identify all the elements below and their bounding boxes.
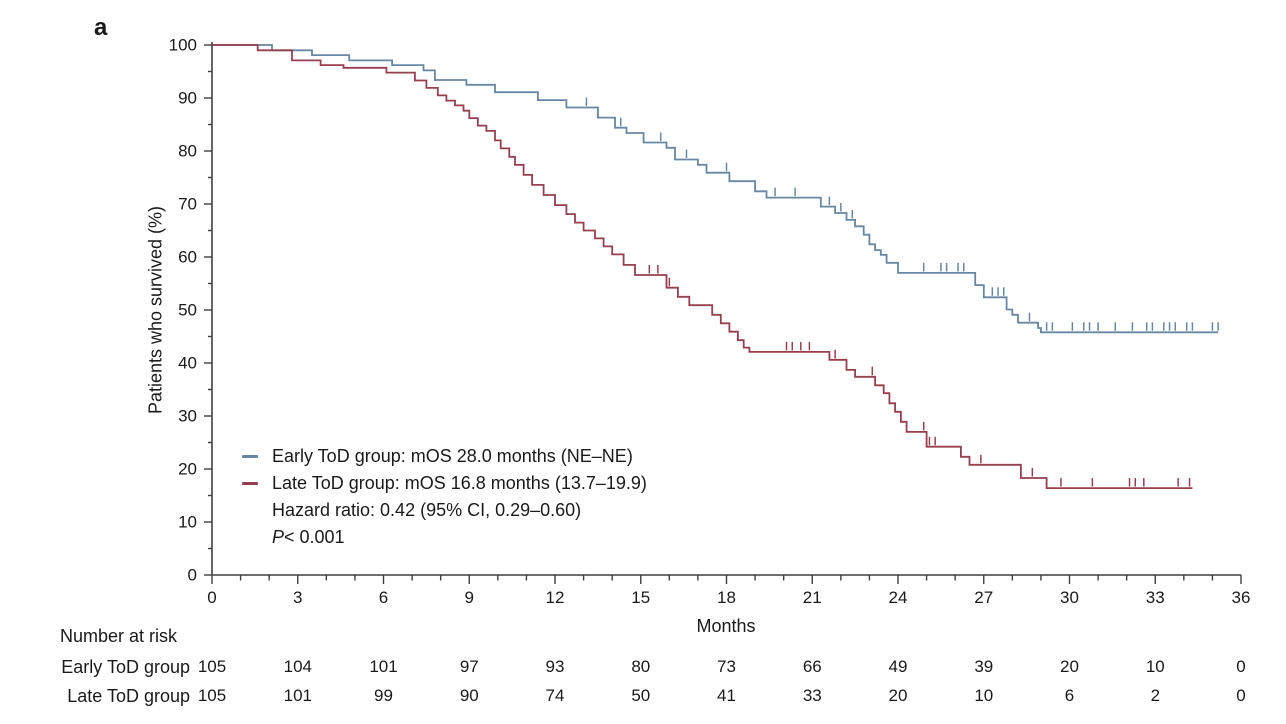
x-tick-label: 30 [1060,588,1079,607]
risk-count: 41 [717,686,736,705]
x-ticks [211,575,1242,584]
legend-item-late: Late ToD group: mOS 16.8 months (13.7–19… [242,470,647,497]
survival-curve-early [212,44,1219,334]
x-tick-label: 15 [631,588,650,607]
risk-count: 39 [974,657,994,676]
risk-count: 0 [1236,686,1246,705]
x-tick-label: 18 [717,588,736,607]
x-tick-label: 33 [1146,588,1165,607]
legend: Early ToD group: mOS 28.0 months (NE–NE)… [242,443,647,551]
risk-count: 6 [1064,686,1075,705]
y-axis-title: Patients who survived (%) [145,205,166,415]
x-tick-label: 0 [207,588,216,607]
y-tick-label: 30 [178,407,197,426]
p-value-text: < 0.001 [284,527,345,547]
survival-curve-late [212,44,1193,489]
risk-count: 66 [802,657,822,676]
y-tick-label: 40 [178,354,197,373]
y-tick-label: 90 [178,89,197,108]
risk-count: 80 [631,657,651,676]
risk-count: 10 [974,686,994,705]
risk-count: 97 [459,657,479,676]
p-value-line: P < 0.001 [242,524,647,551]
risk-count: 93 [545,657,565,676]
hazard-ratio-text: Hazard ratio: 0.42 (95% CI, 0.29–0.60) [272,500,582,520]
risk-count: 10 [1145,657,1165,676]
y-tick-label: 0 [188,566,197,585]
y-ticks [204,44,212,576]
risk-count: 73 [717,657,736,676]
x-tick-label: 27 [974,588,993,607]
y-tick-label: 10 [178,513,197,532]
risk-count: 20 [888,686,908,705]
risk-count: 33 [802,686,822,705]
x-tick-label: 21 [803,588,822,607]
x-tick-label: 24 [889,588,908,607]
early-group-line-swatch [242,455,258,458]
y-tick-labels: 0 10 20 30 40 50 60 70 80 90 100 [169,36,197,585]
censor-ticks-late [648,265,1191,487]
risk-count: 20 [1060,657,1079,676]
legend-item-early: Early ToD group: mOS 28.0 months (NE–NE) [242,443,647,470]
risk-row-label-early: Early ToD group [61,657,190,677]
risk-row-early-values: 105 104 101 97 93 80 73 66 49 39 20 10 0 [0,657,1286,681]
risk-count: 101 [369,657,398,676]
x-tick-label: 6 [379,588,388,607]
risk-count: 105 [197,657,227,676]
p-symbol: P [272,527,285,547]
y-tick-label: 70 [178,195,197,214]
risk-count: 105 [197,686,227,705]
panel-label: a [94,14,108,41]
risk-row-late-values: 105 101 99 90 74 50 41 33 20 10 6 2 0 [0,686,1286,710]
x-tick-label: 36 [1232,588,1251,607]
y-tick-label: 80 [178,142,197,161]
risk-count: 74 [545,686,565,705]
x-tick-label: 9 [465,588,474,607]
y-tick-label: 50 [178,301,197,320]
risk-count: 0 [1236,657,1246,676]
risk-count: 104 [283,657,312,676]
risk-count: 101 [283,686,312,705]
legend-late-label: Late ToD group: mOS 16.8 months (13.7–19… [272,473,647,493]
risk-count: 99 [374,686,393,705]
y-tick-label: 20 [178,460,197,479]
x-tick-label: 3 [293,588,302,607]
hazard-ratio-line: Hazard ratio: 0.42 (95% CI, 0.29–0.60) [242,497,647,524]
x-tick-labels: 0 3 6 9 12 15 18 21 24 27 30 33 36 [207,588,1250,607]
risk-table-title: Number at risk [60,626,178,646]
x-axis-title: Months [696,616,756,636]
risk-row-label-late: Late ToD group [67,686,190,706]
late-group-line-swatch [242,482,258,485]
y-tick-label: 60 [178,248,197,267]
risk-count: 49 [888,657,908,676]
risk-count: 50 [631,686,651,705]
x-tick-label: 12 [546,588,565,607]
risk-count: 90 [459,686,479,705]
risk-count: 2 [1150,686,1161,705]
censor-ticks-early [585,97,1219,331]
y-tick-label: 100 [169,36,197,55]
legend-early-label: Early ToD group: mOS 28.0 months (NE–NE) [272,446,633,466]
